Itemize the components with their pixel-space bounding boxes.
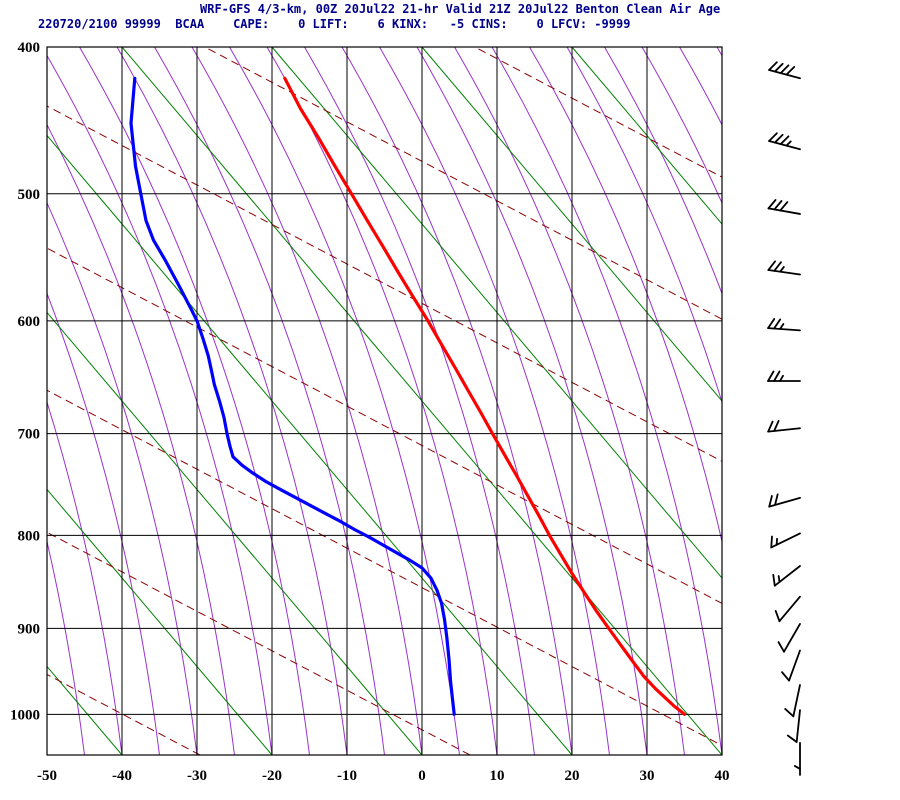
y-tick-label: 800 [18,528,41,544]
chart-stats-line: 220720/2100 99999 BCAA CAPE: 0 LIFT: 6 K… [38,17,631,31]
wind-barb [786,709,801,743]
wind-barb [774,595,801,623]
wind-barb [784,684,801,718]
wind-barb [793,742,801,776]
x-axis-labels: -50 -40 -30 -20 -10 0 10 20 30 40 [37,768,730,784]
wind-barb [767,420,801,433]
wind-barb [768,61,801,80]
x-tick-label: -40 [112,768,132,784]
mixing-ratio-lines [47,47,722,755]
x-tick-label: -30 [187,768,207,784]
y-axis-labels: 400 500 600 700 800 900 1000 [10,40,40,723]
x-tick-label: 20 [565,768,580,784]
x-tick-label: 0 [418,768,426,784]
wind-barb [772,565,801,587]
x-tick-label: 40 [715,768,730,784]
y-tick-label: 400 [18,40,41,56]
wind-barb [767,318,801,332]
temperature-curve [283,76,687,716]
y-tick-label: 500 [18,187,41,203]
wind-barb [770,532,801,549]
plot-border [46,46,723,756]
dewpoint-curve [129,76,456,716]
chart-title: WRF-GFS 4/3-km, 00Z 20Jul22 21-hr Valid … [200,2,721,16]
wind-barb [768,132,801,151]
wind-barb [767,260,801,276]
wind-barb [777,623,801,653]
y-tick-label: 700 [18,427,41,443]
wind-barb-column [767,61,801,776]
x-tick-label: -10 [337,768,357,784]
x-tick-label: 10 [490,768,505,784]
y-tick-label: 900 [18,621,41,637]
x-tick-label: -20 [262,768,282,784]
x-tick-label: -50 [37,768,57,784]
wind-barb [768,493,801,508]
wind-barb [767,370,801,382]
x-tick-label: 30 [640,768,655,784]
wind-barb [781,649,801,682]
y-tick-label: 600 [18,314,41,330]
y-tick-label: 1000 [10,707,40,723]
moist-adiabat-lines [47,47,722,755]
wind-barb [767,199,801,215]
